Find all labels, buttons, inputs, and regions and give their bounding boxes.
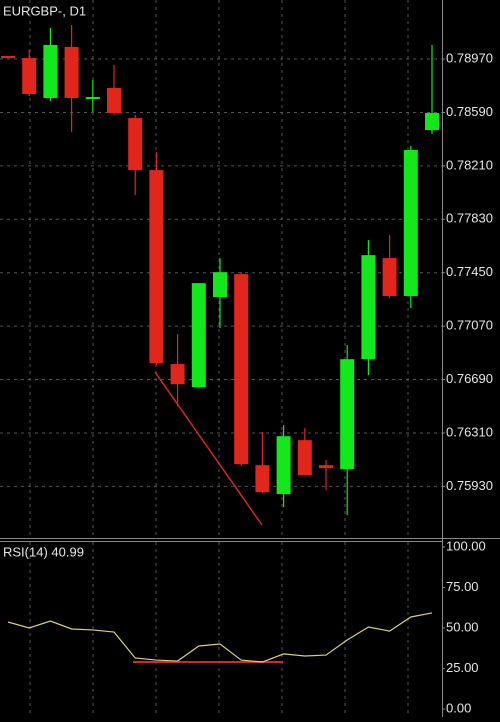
trend-line	[154, 371, 263, 526]
y-tick-label: 0.00	[446, 700, 471, 715]
candle-body	[319, 465, 333, 469]
chart-title: EURGBP-, D1	[3, 3, 86, 18]
candle-body	[234, 274, 249, 465]
candle-body	[255, 465, 270, 493]
candle-body	[43, 44, 58, 98]
candle-body	[403, 149, 418, 297]
candle-body	[425, 113, 439, 131]
y-tick-label: 0.77830	[446, 211, 493, 226]
y-tick-label: 0.76690	[446, 371, 493, 386]
candle-body	[213, 272, 227, 298]
y-tick-label: 0.75930	[446, 478, 493, 493]
indicator-title: RSI(14) 40.99	[3, 544, 84, 559]
y-tick-label: 0.76310	[446, 424, 493, 439]
candle-body	[85, 96, 100, 99]
y-tick-label: 75.00	[446, 579, 479, 594]
candle-body	[382, 258, 397, 297]
candle-body	[170, 364, 185, 385]
candle-body	[128, 118, 143, 171]
candle-body	[64, 46, 79, 98]
candle-body	[1, 55, 15, 59]
candle-body	[107, 88, 121, 114]
y-tick-label: 0.77070	[446, 318, 493, 333]
y-tick-label: 0.78210	[446, 157, 493, 172]
candle-body	[361, 255, 376, 360]
candle-body	[340, 359, 355, 470]
candle-body	[297, 440, 312, 476]
candle-body	[191, 283, 206, 388]
y-tick-label: 0.77450	[446, 264, 493, 279]
candle-body	[276, 436, 291, 495]
rsi-line	[7, 612, 433, 663]
candle-body	[149, 170, 164, 364]
y-tick-label: 50.00	[446, 619, 479, 634]
y-tick-label: 0.78590	[446, 104, 493, 119]
candle-body	[22, 58, 37, 95]
y-tick-label: 25.00	[446, 660, 479, 675]
y-tick-label: 100.00	[446, 538, 486, 553]
y-tick-label: 0.78970	[446, 50, 493, 65]
